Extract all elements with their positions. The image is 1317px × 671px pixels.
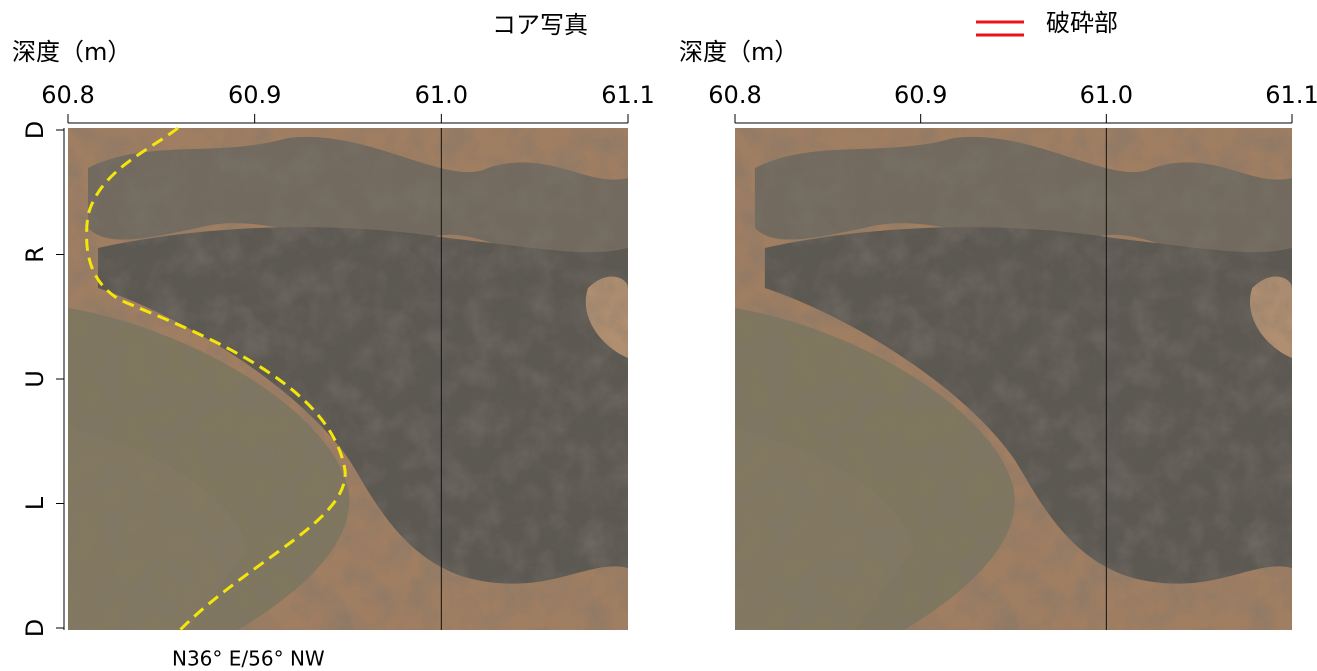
x-tick-label: 60.8: [41, 81, 94, 109]
x-tick-label: 61.0: [415, 81, 468, 109]
x-tick-label: 60.8: [708, 81, 761, 109]
fracture-trace: [85, 126, 347, 632]
core-photo: [68, 128, 628, 630]
orientation-label: L: [21, 496, 49, 510]
x-tick-label: 61.1: [601, 81, 654, 109]
orientation-label: R: [21, 246, 49, 263]
core-photo: [735, 128, 1292, 630]
x-tick-label: 60.9: [894, 81, 947, 109]
orientation-label: D: [21, 121, 49, 139]
x-tick-label: 61.0: [1080, 81, 1133, 109]
annotation: N36° E/56° NW: [172, 647, 325, 671]
orientation-label: U: [21, 370, 49, 388]
axis-label: 深度（m）: [12, 38, 131, 66]
x-tick-label: 60.9: [228, 81, 281, 109]
legend-label: 破砕部: [1046, 9, 1118, 37]
x-tick-label: 61.1: [1265, 81, 1317, 109]
orientation-label: D: [21, 619, 49, 637]
title: コア写真: [492, 11, 588, 39]
axis-label: 深度（m）: [679, 38, 798, 66]
